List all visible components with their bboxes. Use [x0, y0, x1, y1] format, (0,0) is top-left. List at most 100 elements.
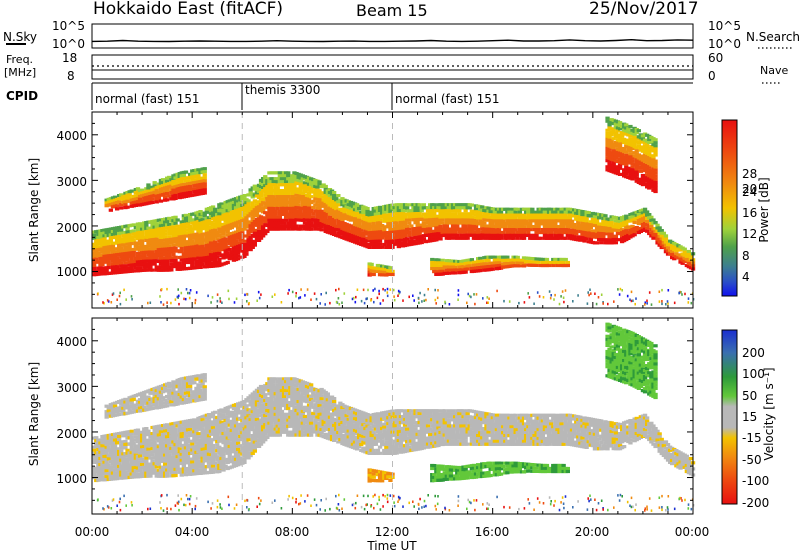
- power-speck: [304, 294, 306, 297]
- power-cell: [511, 236, 516, 240]
- power-cell: [334, 207, 339, 211]
- power-speck: [116, 298, 118, 301]
- power-cell: [188, 184, 193, 189]
- power-cell: [106, 251, 111, 255]
- power-cell: [657, 226, 662, 230]
- power-speck: [386, 287, 389, 291]
- power-speck: [560, 295, 562, 298]
- nsky-label: N.Sky: [3, 30, 37, 44]
- power-speck: [288, 288, 290, 292]
- power-cell: [357, 206, 362, 211]
- power-cell: [546, 263, 552, 268]
- power-cell: [152, 181, 157, 185]
- power-speck: [588, 293, 590, 297]
- velocity-cell: [133, 450, 138, 454]
- power-speck: [528, 296, 531, 299]
- nave-label: Nave: [760, 64, 788, 77]
- velocity-cell: [150, 465, 155, 469]
- power-cell: [336, 194, 341, 198]
- power-cell: [415, 220, 420, 225]
- power-cell: [538, 210, 543, 214]
- power-cell: [227, 208, 232, 212]
- power-cell: [486, 258, 491, 262]
- power-cell: [338, 232, 343, 236]
- power-speck: [227, 289, 230, 293]
- power-cell: [227, 248, 232, 252]
- power-cell: [549, 233, 554, 237]
- power-cell: [242, 227, 247, 231]
- power-cell: [298, 227, 303, 231]
- power-speck: [370, 299, 372, 302]
- power-speck: [313, 292, 316, 295]
- power-cell: [382, 228, 387, 232]
- power-speck: [382, 299, 384, 302]
- power-cell: [119, 193, 124, 197]
- power-cell: [108, 239, 113, 243]
- power-ylabel: Slant Range [km]: [27, 158, 41, 262]
- power-cell: [196, 253, 201, 257]
- power-cell: [175, 218, 180, 222]
- power-cell: [634, 137, 639, 141]
- power-cell: [179, 249, 184, 253]
- power-cell: [647, 186, 652, 190]
- power-speck: [630, 290, 633, 294]
- power-cell: [217, 212, 222, 216]
- power-cell: [565, 228, 570, 232]
- power-speck: [246, 292, 248, 296]
- power-cell: [613, 241, 618, 245]
- power-cell: [369, 262, 374, 266]
- power-cell: [377, 221, 383, 225]
- power-cell: [112, 259, 118, 263]
- velocity-cell: [94, 436, 99, 440]
- power-cell: [492, 210, 497, 214]
- power-cell: [613, 237, 618, 242]
- power-cell: [190, 263, 195, 267]
- power-cell: [217, 260, 222, 265]
- power-cell: [438, 237, 443, 241]
- date-title: 25/Nov/2017: [589, 0, 699, 19]
- velocity-cell: [117, 434, 122, 439]
- power-cell: [436, 261, 441, 265]
- power-cell: [183, 225, 189, 229]
- power-cell: [152, 184, 157, 188]
- power-cell: [561, 260, 566, 265]
- power-speck: [119, 302, 122, 306]
- power-cell: [92, 263, 97, 268]
- power-cell: [578, 238, 583, 242]
- power-cell: [453, 212, 458, 216]
- velocity-cell: [108, 474, 113, 478]
- power-cell: [348, 206, 353, 210]
- power-cell: [286, 195, 291, 199]
- power-cell: [436, 220, 441, 224]
- power-cell: [419, 214, 424, 218]
- power-cell: [163, 232, 168, 236]
- power-speck: [563, 300, 565, 304]
- power-cell: [607, 123, 612, 127]
- power-speck: [644, 301, 647, 304]
- velocity-cell: [100, 444, 105, 448]
- power-speck: [291, 290, 294, 294]
- velocity-cell: [104, 460, 109, 464]
- power-cell: [198, 265, 203, 269]
- power-cell: [148, 259, 153, 263]
- power-cell: [553, 222, 558, 226]
- power-cell: [121, 243, 126, 247]
- power-cell: [549, 207, 554, 211]
- power-cell: [217, 230, 222, 234]
- power-cell: [478, 210, 483, 214]
- power-cell: [584, 219, 589, 223]
- power-colorbar: [721, 119, 738, 297]
- power-cell: [142, 253, 147, 257]
- power-cell: [223, 237, 228, 241]
- power-cell: [377, 242, 383, 246]
- power-cell: [131, 229, 136, 233]
- station-title: Hokkaido East (fitACF): [93, 0, 283, 19]
- velocity-cell: [115, 441, 120, 445]
- power-speck: [673, 301, 676, 305]
- power-cell: [108, 208, 113, 212]
- power-cell: [653, 221, 658, 225]
- power-cell: [163, 195, 168, 199]
- power-cell: [617, 145, 623, 149]
- power-cell: [354, 209, 360, 213]
- power-speck: [457, 293, 460, 297]
